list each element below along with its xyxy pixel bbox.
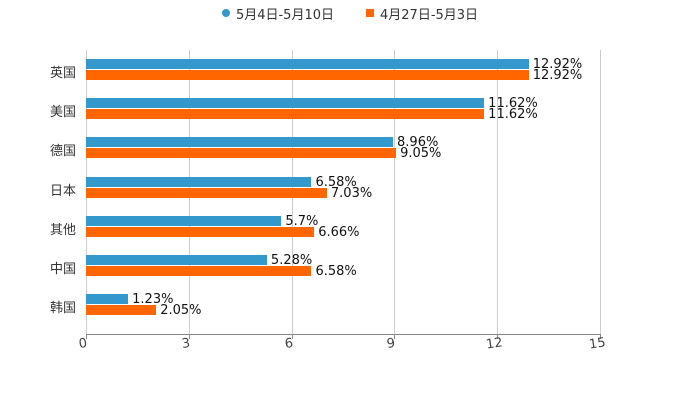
x-axis-tick xyxy=(497,334,499,339)
bar-series-1 xyxy=(86,59,529,69)
legend-marker-circle-icon xyxy=(221,9,230,17)
value-label: 5.7% xyxy=(285,213,319,229)
x-axis-tick-label: 3 xyxy=(180,336,191,353)
value-label: 11.62% xyxy=(488,96,538,112)
x-axis-tick-label: 15 xyxy=(588,335,607,353)
value-label: 7.03% xyxy=(330,185,373,201)
legend-marker-square-icon xyxy=(366,9,374,17)
value-label: 8.96% xyxy=(397,135,439,151)
bar-series-1 xyxy=(86,255,267,265)
value-label: 6.58% xyxy=(315,174,357,190)
category-label: 其他 xyxy=(50,222,77,238)
value-label: 5.28% xyxy=(270,253,313,268)
legend-item-series-2[interactable]: 4月27日-5月3日 xyxy=(366,4,479,23)
bar-series-2 xyxy=(86,70,529,80)
x-axis-tick xyxy=(86,334,87,339)
value-label: 1.23% xyxy=(132,292,174,308)
gridline xyxy=(600,50,601,334)
value-label: 9.05% xyxy=(400,146,442,162)
value-label: 6.66% xyxy=(318,224,360,240)
category-label: 德国 xyxy=(50,144,77,160)
category-label: 日本 xyxy=(50,183,77,199)
category-label: 美国 xyxy=(50,105,77,121)
x-axis-tick-label: 6 xyxy=(283,336,294,353)
bar-series-1 xyxy=(86,294,129,305)
bar-series-1 xyxy=(86,215,282,226)
bar-series-2 xyxy=(86,109,485,120)
category-label: 中国 xyxy=(50,262,77,277)
bar-series-2 xyxy=(86,305,157,316)
category-label: 英国 xyxy=(50,66,77,81)
value-label: 2.05% xyxy=(160,303,202,319)
value-label: 11.62% xyxy=(488,107,538,123)
x-axis-tick-label: 12 xyxy=(485,335,504,353)
legend-label: 5月4日-5月10日 xyxy=(235,7,334,23)
bar-series-2 xyxy=(86,226,315,237)
category-label: 韩国 xyxy=(50,301,77,317)
legend-item-series-1[interactable]: 5月4日-5月10日 xyxy=(221,4,334,23)
bar-series-1 xyxy=(86,176,312,187)
x-axis-tick xyxy=(188,334,190,339)
legend-label: 4月27日-5月3日 xyxy=(380,7,479,23)
x-axis-tick xyxy=(291,334,293,339)
bar-series-1 xyxy=(86,98,485,109)
x-axis-tick xyxy=(394,334,396,339)
gridline xyxy=(394,50,396,334)
x-axis-tick xyxy=(600,334,601,339)
bar-series-2 xyxy=(86,187,327,198)
bar-series-2 xyxy=(86,266,312,276)
chart-legend: 5月4日-5月10日 4月27日-5月3日 xyxy=(0,4,700,23)
value-label: 12.92% xyxy=(532,68,583,83)
bar-series-1 xyxy=(86,137,394,148)
gridline xyxy=(497,50,499,334)
bar-series-2 xyxy=(86,148,397,159)
x-axis-line xyxy=(86,334,600,335)
value-label: 6.58% xyxy=(315,264,357,279)
value-label: 12.92% xyxy=(532,57,583,72)
x-axis-tick-label: 0 xyxy=(77,336,89,353)
x-axis-tick-label: 9 xyxy=(386,336,397,353)
